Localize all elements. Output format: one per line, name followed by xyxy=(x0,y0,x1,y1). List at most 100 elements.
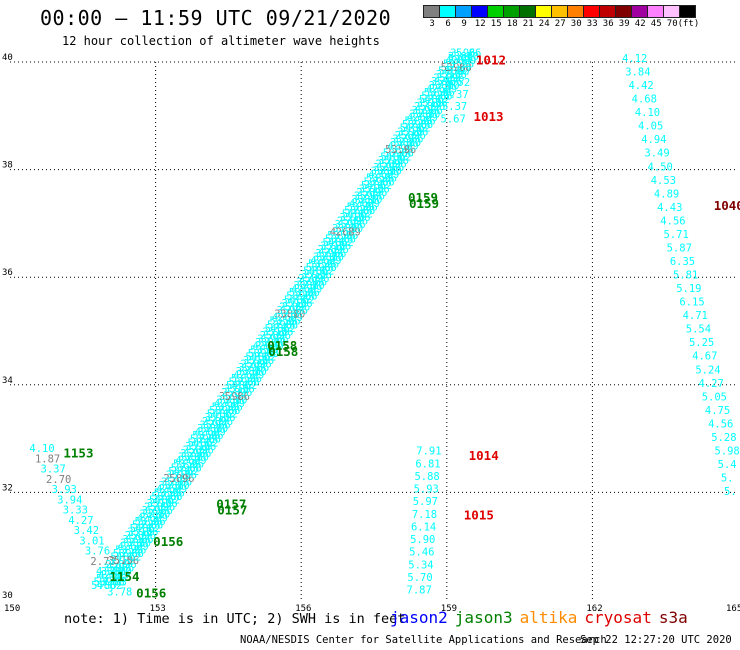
swh-value: 5.86 xyxy=(130,523,155,535)
swh-value: 3.10 xyxy=(299,280,324,292)
swh-value: 3.96 xyxy=(431,76,456,88)
swh-value: 3.96 xyxy=(275,316,300,328)
swh-value: 5.86 xyxy=(110,552,135,564)
swh-value: 3.88 xyxy=(236,366,261,378)
swh-value: 5.86 xyxy=(168,466,193,478)
swh-value: 5.56 xyxy=(154,487,179,499)
swh-value: 3.93 xyxy=(52,484,77,496)
swh-value: 5.86 xyxy=(91,580,116,592)
swh-value: 4.68 xyxy=(632,94,657,106)
swh-value: 5.86 xyxy=(167,477,192,489)
swh-value: 3.96 xyxy=(217,402,242,414)
swh-value: 5.56 xyxy=(347,201,372,213)
swh-value: 3.33 xyxy=(63,505,88,517)
swh-value: 5.19 xyxy=(676,283,701,295)
swh-value: 4.62 xyxy=(444,65,469,77)
swh-value: 3.88 xyxy=(429,80,454,92)
legend-label: 42 xyxy=(634,19,646,29)
swh-value: 5.56 xyxy=(345,212,370,224)
swh-value: 3.78 xyxy=(107,587,132,599)
swh-value: 3.96 xyxy=(237,373,262,385)
time-label: 1014 xyxy=(469,448,499,463)
swh-value: 5.96 xyxy=(421,91,446,103)
swh-value: 5.56 xyxy=(404,116,429,128)
latitude-label: 40 xyxy=(2,53,13,63)
swh-value: 2.89 xyxy=(239,369,264,381)
swh-value: 5.96 xyxy=(344,205,369,217)
swh-value: 2.89 xyxy=(298,273,323,285)
swh-value: 5.56 xyxy=(96,573,121,585)
swh-value: 5.86 xyxy=(245,351,270,363)
swh-value: 3.88 xyxy=(99,577,124,589)
swh-value: 5.56 xyxy=(385,144,410,156)
swh-value: 2.89 xyxy=(221,387,246,399)
legend-label: 70 xyxy=(666,19,678,29)
swh-value: 4.43 xyxy=(657,202,682,214)
satellite-legend-item: cryosat xyxy=(584,608,652,627)
swh-value: 3.88 xyxy=(274,309,299,321)
swh-value: 3.10 xyxy=(243,355,268,367)
swh-value: 5.56 xyxy=(326,241,351,253)
swh-value: 2.89 xyxy=(355,198,380,210)
swh-value: 3.88 xyxy=(273,319,298,331)
swh-value: 3.88 xyxy=(196,434,221,446)
swh-value: 3.88 xyxy=(292,291,317,303)
time-label: 0158 xyxy=(268,344,298,359)
swh-value: 4.62 xyxy=(97,580,122,592)
swh-value: 3.96 xyxy=(161,477,186,489)
swh-value: 5.96 xyxy=(188,444,213,456)
time-label: 0159 xyxy=(408,190,438,205)
swh-value: 5.86 xyxy=(148,505,173,517)
swh-value: 3.10 xyxy=(147,498,172,510)
swh-value: 4.62 xyxy=(445,55,470,67)
map-grid xyxy=(10,61,738,600)
swh-value: 5.56 xyxy=(327,230,352,242)
swh-value: 2.89 xyxy=(413,112,438,124)
swh-value: 3.10 xyxy=(184,452,209,464)
swh-value: 5.56 xyxy=(192,430,217,442)
swh-value: 3.96 xyxy=(103,562,128,574)
swh-value: 3.10 xyxy=(434,80,459,92)
swh-value: 5.56 xyxy=(172,469,197,481)
swh-value: 5.56 xyxy=(210,412,235,424)
swh-value: 3.10 xyxy=(204,412,229,424)
swh-value: 5.56 xyxy=(289,287,314,299)
swh-value: 3.94 xyxy=(57,494,82,506)
swh-value: 3.96 xyxy=(449,58,474,70)
swh-value: 2.73 xyxy=(90,556,115,568)
swh-value: 5.86 xyxy=(302,276,327,288)
swh-value: 3.88 xyxy=(120,537,145,549)
swh-value: 5.56 xyxy=(422,98,447,110)
swh-value: 3.88 xyxy=(390,137,415,149)
swh-value: 5.96 xyxy=(363,176,388,188)
swh-value: 3.10 xyxy=(338,223,363,235)
swh-value: 2.89 xyxy=(374,169,399,181)
swh-value: 3.10 xyxy=(376,166,401,178)
swh-value: 3.88 xyxy=(351,194,376,206)
swh-value: 5.56 xyxy=(134,516,159,528)
swh-value: 4.62 xyxy=(425,94,450,106)
swh-value: 4.05 xyxy=(638,121,663,133)
swh-value: 4.62 xyxy=(156,484,181,496)
swh-value: 5.56 xyxy=(250,344,275,356)
swh-value: 3.88 xyxy=(101,566,126,578)
swh-value: 5.56 xyxy=(442,69,467,81)
swh-value: 5.96 xyxy=(267,319,292,331)
satellite-legend-item: altika xyxy=(519,608,578,627)
swh-value: 3.96 xyxy=(391,144,416,156)
legend-swatches xyxy=(423,5,696,18)
legend-label: 6 xyxy=(445,19,451,29)
swh-value: 5.86 xyxy=(437,76,462,88)
swh-value: 5.86 xyxy=(263,334,288,346)
latitude-label: 36 xyxy=(2,268,13,278)
swh-value: 5.96 xyxy=(306,262,331,274)
legend-label: 45 xyxy=(650,19,662,29)
swh-value: 5.65 xyxy=(448,53,473,65)
swh-value: 3.96 xyxy=(296,276,321,288)
swh-value: 5.56 xyxy=(173,459,198,471)
swh-value: 5.86 xyxy=(379,162,404,174)
swh-value: 7.91 xyxy=(416,446,441,458)
swh-value: 3.88 xyxy=(138,519,163,531)
time-label: 0156 xyxy=(153,534,183,549)
